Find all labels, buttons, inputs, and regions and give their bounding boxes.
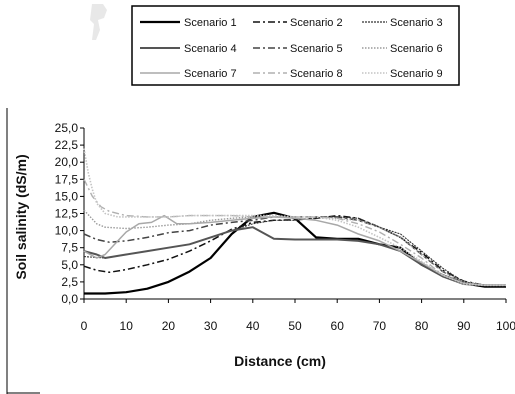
y-tick-label: 15,0 [55,189,79,203]
y-axis-title: Soil salinity (dS/m) [13,154,29,279]
y-tick-label: 7,5 [61,241,78,255]
y-tick-label: 5,0 [61,258,78,272]
axes: 0,0 2,5 5,0 7,5 10,0 12,5 15,0 17,5 20,0 22,5 25,0… [55,121,515,333]
y-tick-label: 2,5 [61,275,78,289]
legend-label-scenario-8: Scenario 8 [290,68,343,80]
series-line-scenario-3 [83,216,506,286]
x-tick-label: 0 [81,319,88,333]
legend-label-scenario-5: Scenario 5 [290,43,343,55]
series-line-scenario-8 [83,178,506,286]
legend: Scenario 1 Scenario 2 Scenario 3 Scenario 4… [131,5,460,86]
y-tick-label: 0,0 [61,292,78,306]
x-axis-title: Distance (cm) [234,353,326,369]
x-tick-label: 60 [331,319,345,333]
x-tick-label: 90 [457,319,471,333]
y-tick-label: 22,5 [55,138,79,152]
y-tick-label: 25,0 [55,121,79,135]
series-line-scenario-9 [83,148,506,287]
legend-label-scenario-6: Scenario 6 [390,43,443,55]
legend-label-scenario-7: Scenario 7 [184,68,237,80]
x-tick-label: 70 [373,319,387,333]
x-tick-label: 20 [162,319,176,333]
legend-label-scenario-3: Scenario 3 [390,17,443,29]
watermark-mark [90,4,107,40]
y-tick-label: 17,5 [55,172,79,186]
series-group [83,148,506,295]
legend-label-scenario-2: Scenario 2 [290,17,343,29]
x-tick-label: 100 [496,319,515,333]
y-tick-label: 12,5 [55,207,79,221]
x-tick-label: 50 [288,319,302,333]
x-tick-label: 30 [204,319,218,333]
legend-box [131,5,460,86]
series-line-scenario-1 [84,211,506,295]
y-tick-label: 10,0 [55,224,79,238]
x-tick-label: 40 [246,319,260,333]
legend-label-scenario-4: Scenario 4 [184,43,237,55]
legend-label-scenario-9: Scenario 9 [390,68,443,80]
series-line-scenario-5 [83,216,506,287]
x-tick-label: 80 [415,319,429,333]
series-line-scenario-7 [83,214,506,287]
legend-label-scenario-1: Scenario 1 [184,17,237,29]
y-tick-label: 20,0 [55,155,79,169]
x-tick-label: 10 [120,319,134,333]
series-line-scenario-4 [83,226,506,287]
